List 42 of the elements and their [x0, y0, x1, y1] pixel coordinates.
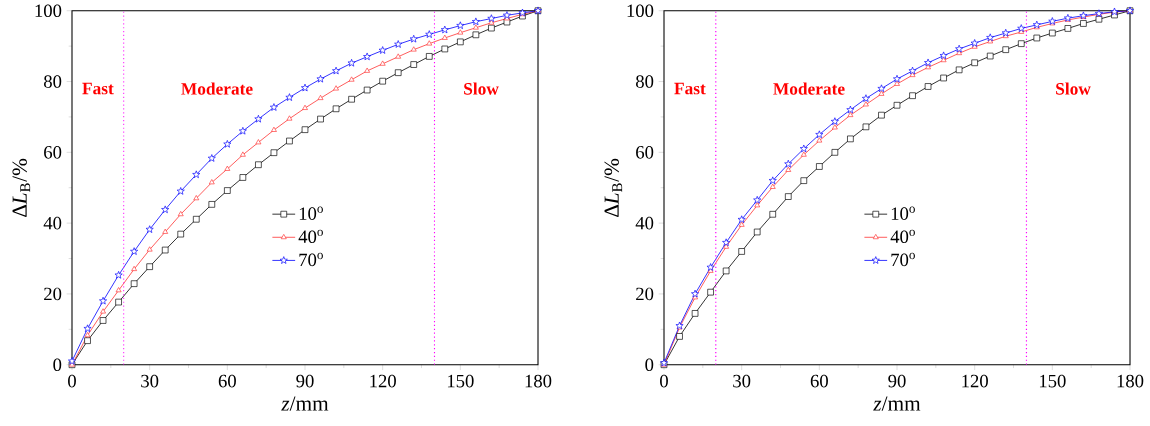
y-axis-title: ∆L$_{B}$/%: [604, 158, 623, 218]
y-tick-label: 40: [43, 216, 62, 230]
x-tick-label: 90: [296, 374, 314, 388]
x-tick-label: 150: [1039, 374, 1066, 388]
y-axis-title: ∆L$_{B}$/%: [12, 158, 31, 218]
y-tick-label: 100: [35, 4, 62, 18]
y-tick-label: 100: [627, 4, 654, 18]
y-tick-label: 0: [645, 358, 654, 372]
y-tick-label: 0: [53, 358, 62, 372]
y-tick-label: 20: [44, 287, 62, 301]
x-tick-label: 120: [370, 374, 396, 388]
x-tick-label: 180: [1117, 374, 1144, 388]
y-tick-label: 40: [635, 216, 654, 230]
x-tick-label: 30: [733, 374, 751, 388]
y-tick-label: 80: [44, 75, 62, 88]
legend-label: 10$^{o}$: [891, 206, 915, 221]
y-tick-label: 80: [636, 75, 654, 88]
x-axis-title: z/mm: [281, 396, 329, 411]
annotation: Moderate: [181, 82, 253, 95]
annotation: Fast: [674, 82, 706, 95]
y-tick-label: 20: [636, 287, 654, 301]
x-tick-label: 60: [810, 374, 828, 388]
x-tick-label: 150: [447, 374, 474, 388]
x-tick-label: 30: [141, 374, 159, 388]
legend-label: 40$^{o}$: [298, 229, 323, 244]
x-tick-label: 90: [888, 374, 906, 388]
y-tick-label: 60: [636, 146, 654, 159]
legend-label: 70$^{o}$: [299, 252, 323, 267]
annotation: Slow: [1056, 82, 1091, 95]
legend-label: 70$^{o}$: [891, 252, 915, 267]
annotation: Slow: [464, 82, 499, 95]
x-tick-label: 120: [962, 374, 988, 388]
legend-label: 10$^{o}$: [299, 206, 323, 221]
annotation: Moderate: [773, 82, 845, 95]
x-tick-label: 0: [68, 374, 76, 388]
legend-label: 40$^{o}$: [890, 229, 915, 244]
x-tick-label: 180: [525, 374, 552, 388]
x-tick-label: 60: [218, 374, 236, 388]
x-axis-title: z/mm: [873, 396, 921, 411]
x-tick-label: 0: [660, 374, 668, 388]
annotation: Fast: [82, 82, 114, 95]
y-tick-label: 60: [44, 146, 62, 159]
